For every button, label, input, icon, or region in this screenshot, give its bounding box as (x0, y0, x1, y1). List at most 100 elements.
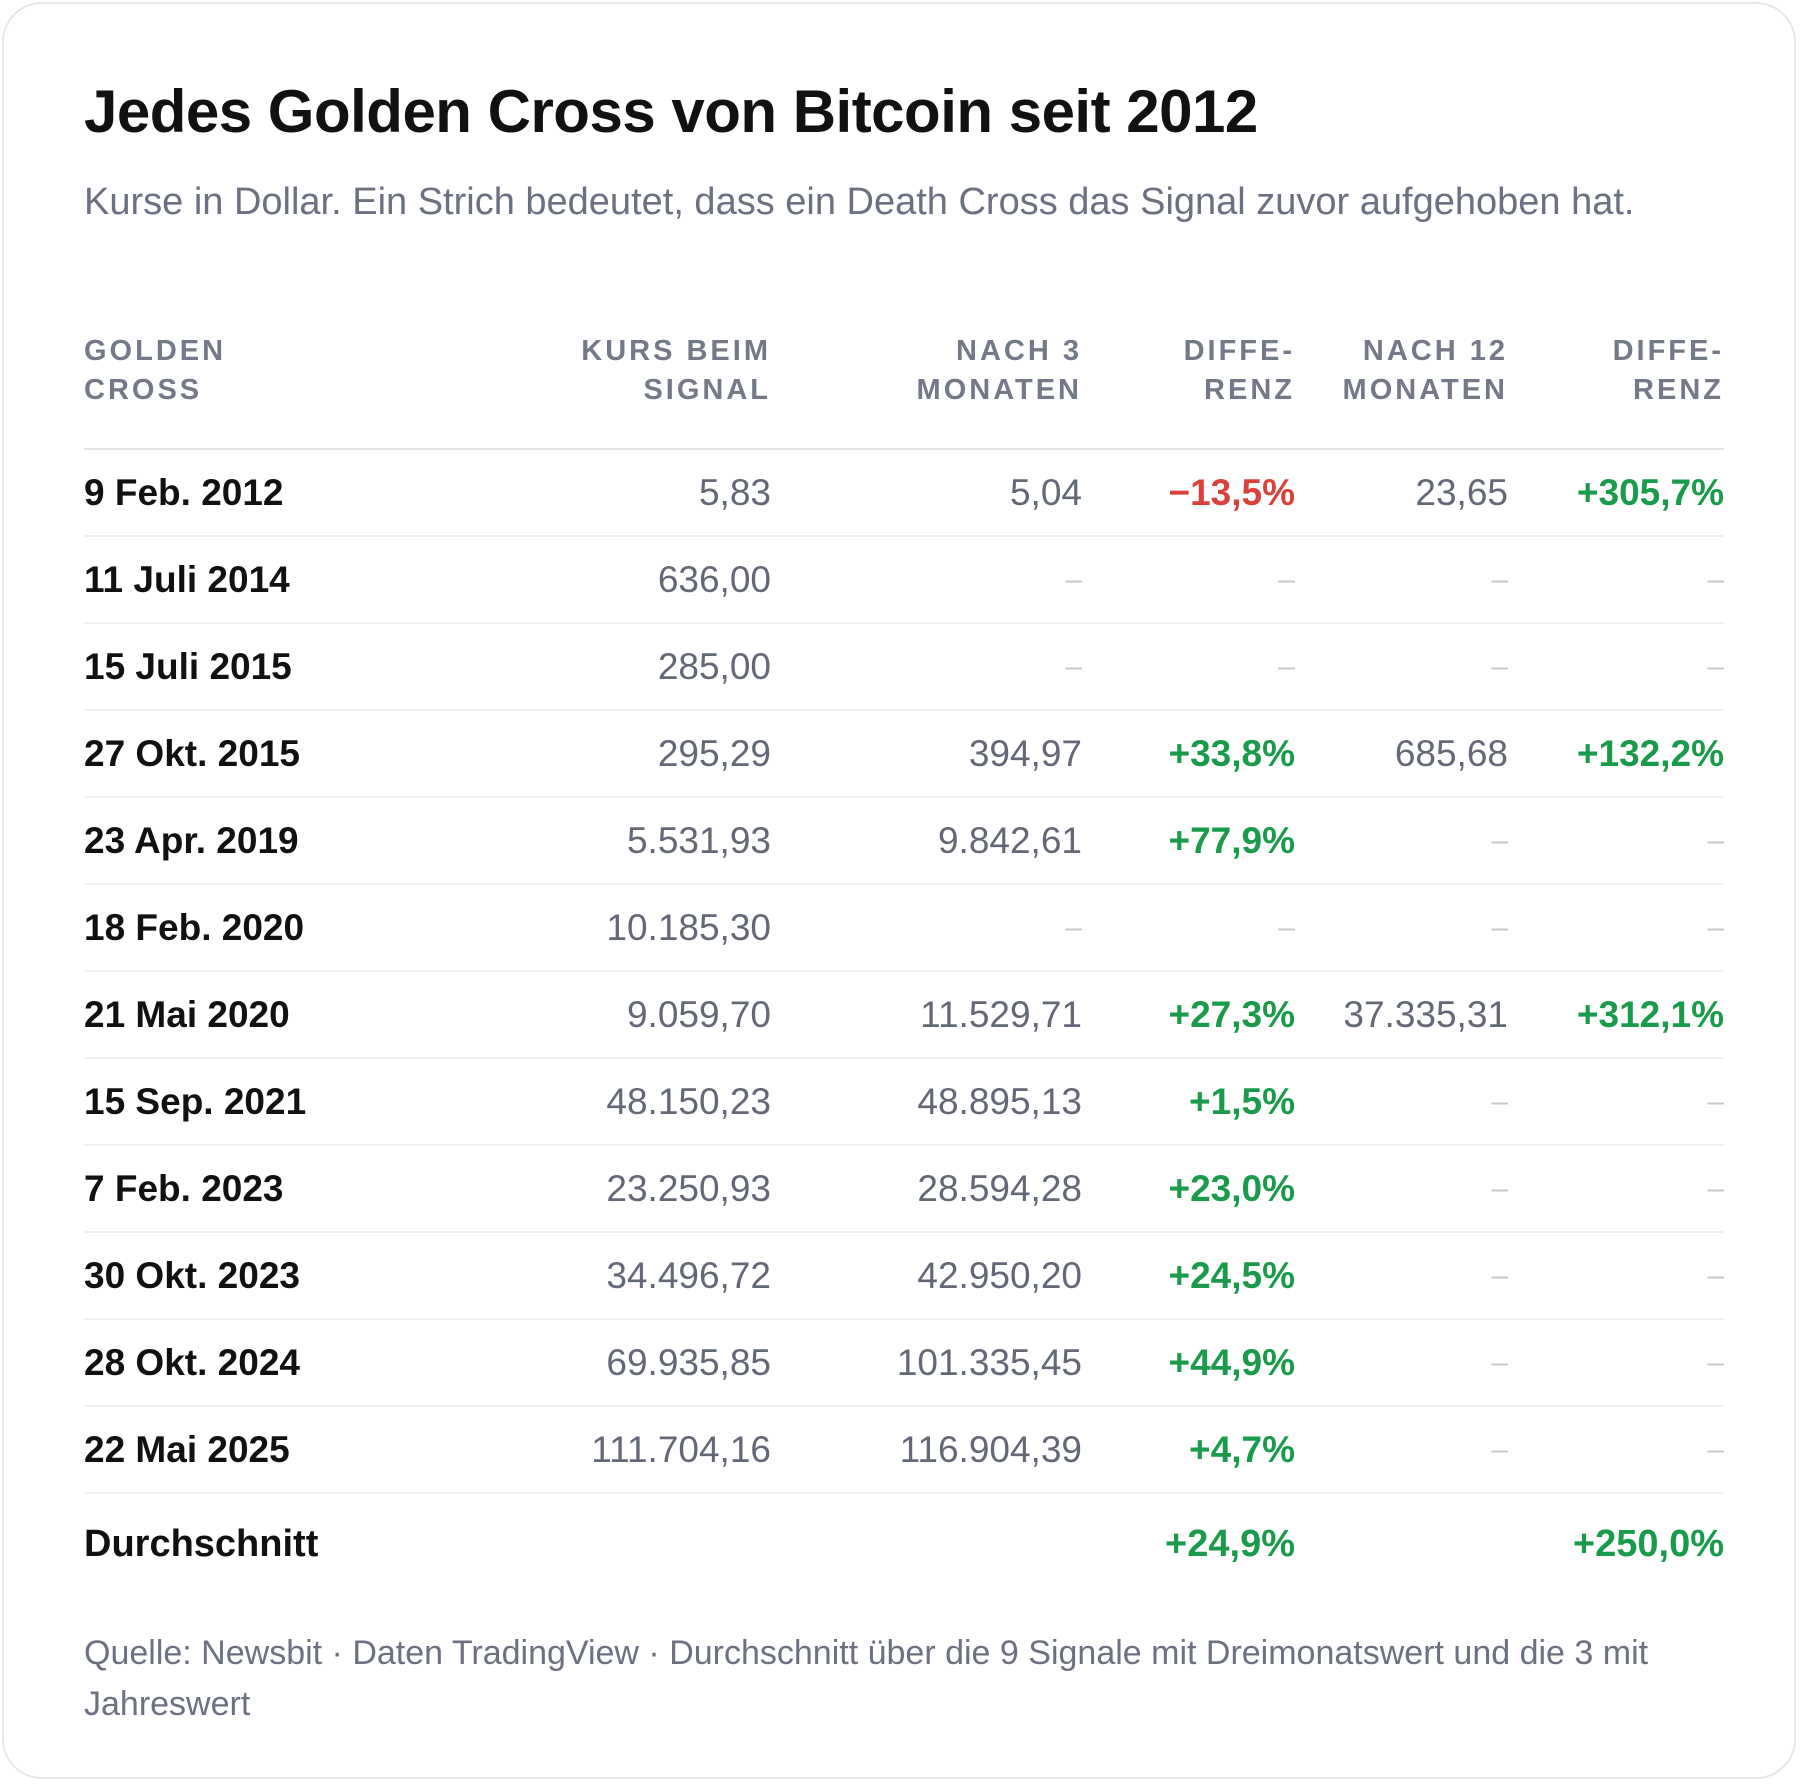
cell-difference-12: – (1508, 1232, 1724, 1320)
column-header-after-12-months: NACH 12 MONATEN (1295, 332, 1508, 450)
table-header: GOLDEN CROSS KURS BEIM SIGNAL NACH 3 MON… (84, 332, 1724, 450)
column-header-golden-cross: GOLDEN CROSS (84, 332, 444, 450)
cell-price-at-signal: 111.704,16 (444, 1406, 771, 1494)
average-diff-3: +24,9% (1165, 1522, 1295, 1565)
table-row: 21 Mai 2020 9.059,70 11.529,71 +27,3% 37.335… (84, 971, 1724, 1059)
table-row: 15 Juli 2015 285,00– – – – (84, 623, 1724, 711)
column-header-difference-12: DIFFE- RENZ (1508, 332, 1724, 450)
cell-difference-3: +33,8% (1082, 710, 1295, 798)
cell-difference-3: +4,7% (1082, 1406, 1295, 1494)
table-footer: Durchschnitt +24,9% +250,0% (84, 1493, 1724, 1594)
cell-after-3-months: 101.335,45 (771, 1319, 1082, 1407)
cell-difference-12: +132,2% (1508, 710, 1724, 798)
table-row: 28 Okt. 2024 69.935,85 101.335,45 +44,9% – – (84, 1319, 1724, 1407)
cell-difference-12: – (1508, 1319, 1724, 1407)
cell-date: 7 Feb. 2023 (84, 1145, 444, 1233)
cell-price-at-signal: 5,83 (444, 449, 771, 537)
cell-price-at-signal: 295,29 (444, 710, 771, 798)
column-header-after-3-months: NACH 3 MONATEN (771, 332, 1082, 450)
table-row: 18 Feb. 2020 10.185,30– – – – (84, 884, 1724, 972)
table-body: 9 Feb. 2012 5,83 5,04 −13,5% 23,65 +305,7% 11 … (84, 449, 1724, 1494)
table-row: 27 Okt. 2015 295,29 394,97 +33,8% 685,68 +132… (84, 710, 1724, 798)
cell-after-12-months: – (1295, 623, 1508, 711)
cell-after-3-months: 9.842,61 (771, 797, 1082, 885)
cell-date: 18 Feb. 2020 (84, 884, 444, 972)
cell-price-at-signal: 10.185,30 (444, 884, 771, 972)
cell-after-12-months: – (1295, 884, 1508, 972)
cell-after-3-months: 48.895,13 (771, 1058, 1082, 1146)
cell-difference-12: +312,1% (1508, 971, 1724, 1059)
average-after-3-cell (771, 1493, 1082, 1594)
cell-difference-3: +27,3% (1082, 971, 1295, 1059)
cell-price-at-signal: 9.059,70 (444, 971, 771, 1059)
cell-date: 22 Mai 2025 (84, 1406, 444, 1494)
cell-difference-12: – (1508, 536, 1724, 624)
cell-after-12-months: 37.335,31 (1295, 971, 1508, 1059)
source-note: Quelle: Newsbit · Daten TradingView · Du… (84, 1634, 1649, 1723)
table-row: 7 Feb. 2023 23.250,93 28.594,28 +23,0% – – (84, 1145, 1724, 1233)
cell-difference-3: – (1082, 623, 1295, 711)
cell-price-at-signal: 5.531,93 (444, 797, 771, 885)
cell-price-at-signal: 636,00 (444, 536, 771, 624)
cell-after-3-months: – (771, 536, 1082, 624)
average-diff-12: +250,0% (1572, 1522, 1724, 1565)
cell-date: 23 Apr. 2019 (84, 797, 444, 885)
cell-difference-12: – (1508, 1145, 1724, 1233)
cell-date: 15 Sep. 2021 (84, 1058, 444, 1146)
header-row: GOLDEN CROSS KURS BEIM SIGNAL NACH 3 MON… (84, 332, 1724, 450)
cell-price-at-signal: 69.935,85 (444, 1319, 771, 1407)
cell-after-3-months: 5,04 (771, 449, 1082, 537)
cell-date: 11 Juli 2014 (84, 536, 444, 624)
column-header-price-at-signal: KURS BEIM SIGNAL (444, 332, 771, 450)
cell-date: 27 Okt. 2015 (84, 710, 444, 798)
cell-after-12-months: – (1295, 1232, 1508, 1320)
cell-date: 21 Mai 2020 (84, 971, 444, 1059)
cell-after-12-months: – (1295, 536, 1508, 624)
cell-difference-12: – (1508, 623, 1724, 711)
cell-difference-3: +23,0% (1082, 1145, 1295, 1233)
cell-after-12-months: 23,65 (1295, 449, 1508, 537)
cell-date: 28 Okt. 2024 (84, 1319, 444, 1407)
cell-after-12-months: – (1295, 1058, 1508, 1146)
cell-difference-12: +305,7% (1508, 449, 1724, 537)
table-row: 9 Feb. 2012 5,83 5,04 −13,5% 23,65 +305,7% (84, 449, 1724, 537)
cell-difference-3: – (1082, 884, 1295, 972)
cell-difference-12: – (1508, 1058, 1724, 1146)
cell-after-12-months: – (1295, 797, 1508, 885)
cell-price-at-signal: 34.496,72 (444, 1232, 771, 1320)
cell-price-at-signal: 48.150,23 (444, 1058, 771, 1146)
cell-after-3-months: 116.904,39 (771, 1406, 1082, 1494)
cell-difference-12: – (1508, 797, 1724, 885)
cell-date: 30 Okt. 2023 (84, 1232, 444, 1320)
cell-date: 15 Juli 2015 (84, 623, 444, 711)
table-row: 22 Mai 2025 111.704,16 116.904,39 +4,7% – – (84, 1406, 1724, 1494)
cell-after-12-months: – (1295, 1145, 1508, 1233)
table-row: 15 Sep. 2021 48.150,23 48.895,13 +1,5% – – (84, 1058, 1724, 1146)
cell-after-3-months: 394,97 (771, 710, 1082, 798)
cell-difference-3: +1,5% (1082, 1058, 1295, 1146)
cell-difference-3: – (1082, 536, 1295, 624)
cell-price-at-signal: 285,00 (444, 623, 771, 711)
cell-after-3-months: 28.594,28 (771, 1145, 1082, 1233)
column-header-difference-3: DIFFE- RENZ (1082, 332, 1295, 450)
cell-after-3-months: 11.529,71 (771, 971, 1082, 1059)
cell-after-12-months: 685,68 (1295, 710, 1508, 798)
cell-after-12-months: – (1295, 1319, 1508, 1407)
cell-difference-3: +44,9% (1082, 1319, 1295, 1407)
cell-after-3-months: – (771, 884, 1082, 972)
cell-difference-3: +77,9% (1082, 797, 1295, 885)
table-row: 30 Okt. 2023 34.496,72 42.950,20 +24,5% – – (84, 1232, 1724, 1320)
cell-after-3-months: – (771, 623, 1082, 711)
average-price-cell (444, 1493, 771, 1594)
average-row: Durchschnitt +24,9% +250,0% (84, 1493, 1724, 1594)
cell-date: 9 Feb. 2012 (84, 449, 444, 537)
table-row: 23 Apr. 2019 5.531,93 9.842,61 +77,9% – – (84, 797, 1724, 885)
cell-after-12-months: – (1295, 1406, 1508, 1494)
cell-after-3-months: 42.950,20 (771, 1232, 1082, 1320)
table-row: 11 Juli 2014 636,00– – – – (84, 536, 1724, 624)
cell-difference-3: +24,5% (1082, 1232, 1295, 1320)
cell-difference-3: −13,5% (1082, 449, 1295, 537)
cell-difference-12: – (1508, 884, 1724, 972)
cell-price-at-signal: 23.250,93 (444, 1145, 771, 1233)
